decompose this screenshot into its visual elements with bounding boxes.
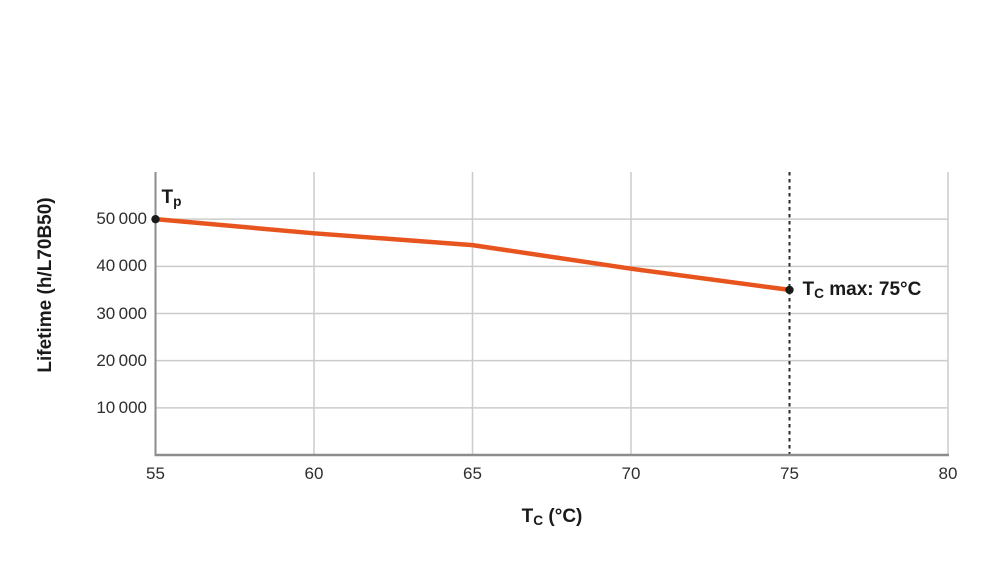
- annotation-tp-sub: p: [173, 194, 182, 210]
- annotation-tc-max: TC max: 75°C: [803, 279, 922, 301]
- x-axis-title-rest: (°C): [543, 506, 583, 527]
- y-axis-title: Lifetime (h/L70B50): [35, 197, 57, 372]
- y-tick-label: 30 000: [96, 303, 147, 323]
- y-tick-label: 20 000: [96, 350, 147, 370]
- x-axis-title: TC (°C): [522, 506, 583, 528]
- data-point-end: [785, 285, 794, 295]
- x-tick-label: 55: [146, 464, 165, 483]
- lifetime-curve: [153, 216, 792, 293]
- x-axis-title-sub: C: [533, 513, 544, 528]
- y-axis-title-text: Lifetime (h/L70B50): [35, 197, 56, 373]
- x-tick-label: 70: [621, 464, 641, 483]
- annotation-tp-main: T: [161, 187, 174, 209]
- y-tick-label: 40 000: [96, 256, 147, 276]
- annotation-tc-max-rest: max: 75°C: [823, 278, 922, 300]
- annotation-tp: Tp: [162, 187, 182, 209]
- x-tick-label: 75: [780, 464, 799, 483]
- data-point-start: [151, 214, 160, 224]
- y-tick-label: 50 000: [96, 209, 147, 229]
- x-axis-title-main: T: [521, 506, 534, 527]
- x-tick-label: 65: [463, 464, 482, 483]
- y-tick-label: 10 000: [96, 397, 147, 417]
- annotation-tc-max-sub: C: [814, 285, 824, 301]
- annotation-tc-max-main: T: [802, 278, 815, 300]
- x-tick-label: 60: [304, 464, 324, 483]
- x-tick-label: 80: [938, 464, 958, 483]
